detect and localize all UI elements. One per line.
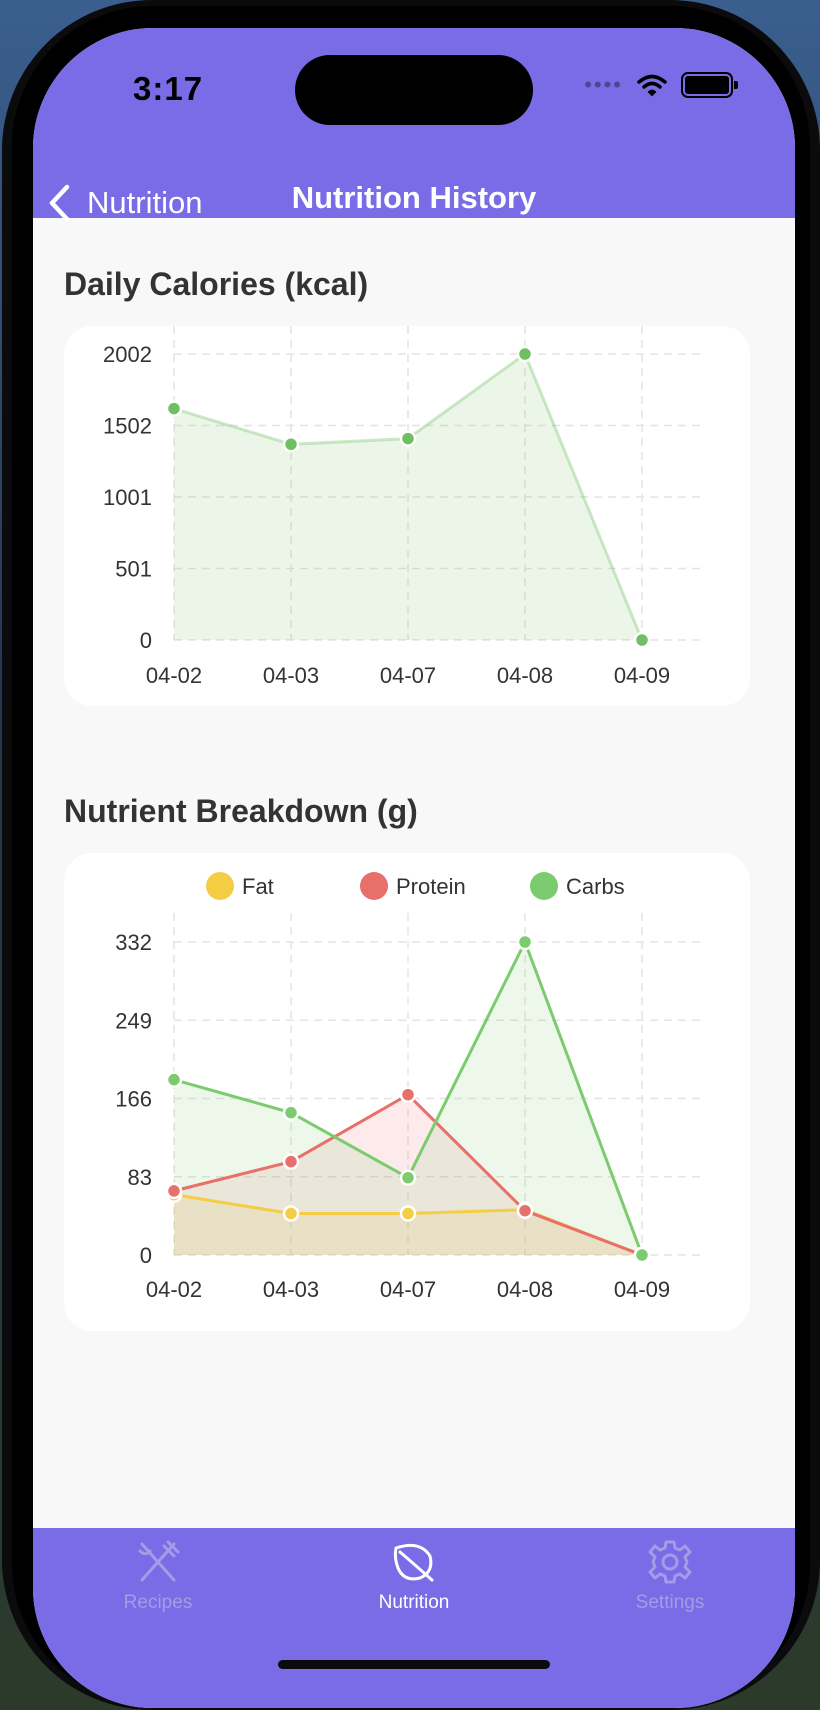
dynamic-island [295, 55, 533, 125]
legend-label: Protein [396, 874, 466, 899]
data-point [399, 1205, 417, 1222]
nutrients-chart-card: 332 249 166 83 0 04-02 04-03 04-07 04-08 04-09 Fat… [64, 853, 750, 1331]
data-point [633, 631, 651, 649]
series-area [174, 942, 642, 1255]
legend-swatch [530, 872, 558, 900]
status-time: 3:17 [133, 70, 204, 107]
data-point [399, 430, 417, 447]
leaf-icon [393, 1543, 434, 1582]
data-point [633, 1246, 651, 1264]
calories-section-title: Daily Calories (kcal) [64, 266, 369, 302]
y-tick-label: 1502 [103, 414, 152, 439]
home-indicator [278, 1660, 550, 1669]
x-tick-label: 04-08 [497, 663, 553, 688]
x-tick-label: 04-09 [614, 1277, 670, 1302]
tab-nutrition[interactable]: Nutrition [314, 1538, 514, 1614]
tab-bar: Recipes Nutrition Settings [33, 1528, 795, 1708]
nutrients-section-title: Nutrient Breakdown (g) [64, 793, 418, 829]
status-icons: •••• [584, 72, 738, 98]
back-button[interactable]: Nutrition [47, 178, 202, 228]
tab-settings[interactable]: Settings [570, 1538, 770, 1614]
y-tick-label: 501 [115, 557, 152, 582]
tab-recipes[interactable]: Recipes [58, 1538, 258, 1614]
nutrients-chart: 332 249 166 83 0 04-02 04-03 04-07 04-08 04-09 Fat… [115, 872, 704, 1302]
data-point [282, 436, 300, 453]
back-label: Nutrition [87, 185, 203, 220]
y-tick-label: 1001 [103, 485, 152, 510]
data-point [165, 1182, 183, 1200]
fork-knife-icon [138, 1540, 180, 1582]
data-point [165, 1071, 183, 1088]
signal-dots-icon: •••• [584, 72, 623, 97]
x-tick-label: 04-02 [146, 663, 202, 688]
x-tick-label: 04-03 [263, 1277, 319, 1302]
legend-swatch [360, 872, 388, 900]
data-point [282, 1104, 300, 1121]
legend-swatch [206, 872, 234, 900]
y-tick-label: 0 [140, 628, 152, 653]
tab-recipes-label: Recipes [123, 1592, 193, 1613]
calories-chart-card: 2002 1502 1001 501 0 04-02 04-03 04-07 04-08 04-0… [64, 326, 750, 706]
x-tick-label: 04-08 [497, 1277, 553, 1302]
wifi-icon [637, 74, 667, 97]
y-tick-label: 83 [128, 1165, 152, 1190]
data-point [399, 1169, 417, 1186]
gear-icon [648, 1540, 692, 1584]
legend-label: Fat [242, 874, 274, 899]
y-tick-label: 249 [115, 1008, 152, 1033]
y-tick-label: 166 [115, 1087, 152, 1112]
tab-nutrition-label: Nutrition [378, 1592, 450, 1613]
phone-screen: 3:17 •••• Nutrition Nutrition History Da… [33, 28, 795, 1708]
tab-settings-label: Settings [635, 1592, 705, 1613]
data-point [282, 1205, 300, 1222]
data-point [399, 1086, 417, 1103]
data-point [165, 400, 183, 417]
series-area [174, 354, 642, 640]
x-tick-label: 04-07 [380, 663, 436, 688]
data-point [516, 1202, 534, 1219]
data-point [516, 345, 534, 363]
x-tick-label: 04-02 [146, 1277, 202, 1302]
x-tick-label: 04-07 [380, 1277, 436, 1302]
chevron-left-icon [49, 184, 70, 222]
x-tick-label: 04-09 [614, 663, 670, 688]
data-point [516, 933, 534, 951]
y-tick-label: 332 [115, 930, 152, 955]
legend-label: Carbs [566, 874, 625, 899]
calories-chart: 2002 1502 1001 501 0 04-02 04-03 04-07 04-08 04-0… [103, 326, 704, 688]
page-title: Nutrition History [291, 180, 537, 215]
header-bar: 3:17 •••• Nutrition Nutrition History [33, 28, 795, 222]
series-area [174, 1194, 642, 1255]
y-tick-label: 2002 [103, 342, 152, 367]
y-tick-label: 0 [140, 1243, 152, 1268]
x-tick-label: 04-03 [263, 663, 319, 688]
data-point [282, 1153, 300, 1170]
battery-icon [681, 72, 738, 98]
